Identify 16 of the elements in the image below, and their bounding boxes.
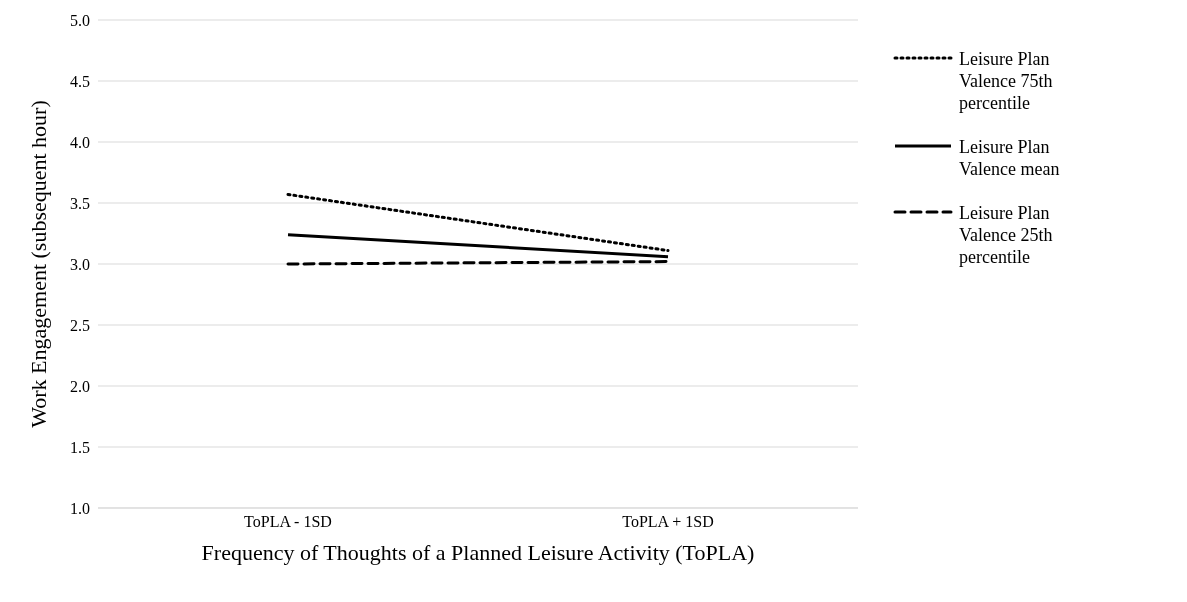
x-axis-title: Frequency of Thoughts of a Planned Leisure Activity (ToPLA) xyxy=(201,540,755,565)
y-tick-label: 5.0 xyxy=(70,11,90,29)
y-tick-label: 1.0 xyxy=(70,499,90,517)
legend-label: Leisure Plan Valence 75th percentile xyxy=(959,48,1054,114)
legend-label: Leisure Plan Valence mean xyxy=(959,136,1061,180)
y-tick-label: 2.5 xyxy=(70,316,90,334)
x-tick-label: ToPLA + 1SD xyxy=(622,513,714,531)
y-tick-label: 3.5 xyxy=(70,194,90,212)
y-tick-label: 4.0 xyxy=(70,133,90,151)
x-tick-label: ToPLA - 1SD xyxy=(244,513,332,531)
y-tick-label: 3.0 xyxy=(70,255,90,273)
legend-label: Leisure Plan Valence 25th percentile xyxy=(959,202,1054,268)
y-tick-label: 4.5 xyxy=(70,72,90,90)
y-tick-label: 2.0 xyxy=(70,377,90,395)
y-tick-label: 1.5 xyxy=(70,438,90,456)
y-axis-title: Work Engagement (subsequent hour) xyxy=(25,100,51,428)
